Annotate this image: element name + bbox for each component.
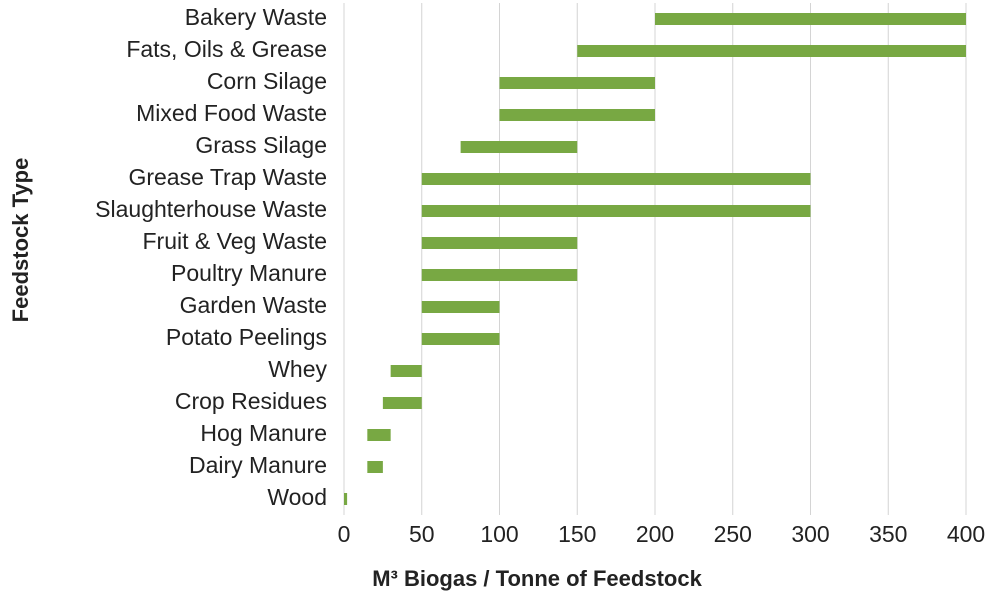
x-tick-label: 250	[714, 521, 752, 547]
bar	[367, 429, 391, 441]
y-tick-label: Mixed Food Waste	[136, 100, 327, 126]
bar	[390, 365, 422, 377]
y-tick-label: Grease Trap Waste	[128, 164, 327, 190]
y-tick-label: Potato Peelings	[166, 324, 327, 350]
bar	[460, 141, 578, 153]
y-tick-label: Dairy Manure	[189, 452, 327, 478]
y-tick-label: Grass Silage	[195, 132, 327, 158]
bar	[421, 333, 500, 345]
y-tick-label: Fruit & Veg Waste	[143, 228, 328, 254]
y-tick-label: Whey	[268, 356, 327, 382]
bar	[577, 45, 966, 57]
y-tick-label: Fats, Oils & Grease	[126, 36, 327, 62]
bar	[421, 173, 811, 185]
bar	[499, 109, 655, 121]
bar	[382, 397, 422, 409]
y-tick-label: Slaughterhouse Waste	[95, 196, 327, 222]
x-tick-label: 100	[480, 521, 518, 547]
bar	[421, 301, 500, 313]
x-tick-label: 50	[409, 521, 435, 547]
bar	[655, 13, 966, 25]
y-tick-label: Hog Manure	[200, 420, 327, 446]
x-tick-label: 400	[947, 521, 985, 547]
x-tick-label: 150	[558, 521, 596, 547]
x-tick-label: 0	[338, 521, 351, 547]
y-tick-label: Garden Waste	[180, 292, 327, 318]
bar	[421, 237, 578, 249]
y-tick-label: Corn Silage	[207, 68, 327, 94]
x-tick-label: 300	[791, 521, 829, 547]
y-axis-title: Feedstock Type	[8, 158, 33, 323]
x-tick-label: 200	[636, 521, 674, 547]
y-tick-label: Crop Residues	[175, 388, 327, 414]
y-tick-label: Wood	[267, 484, 327, 510]
x-tick-label: 350	[869, 521, 907, 547]
bar	[421, 205, 811, 217]
bar	[367, 461, 383, 473]
y-tick-label: Poultry Manure	[171, 260, 327, 286]
bar	[499, 77, 655, 89]
y-tick-label: Bakery Waste	[185, 4, 327, 30]
bar	[421, 269, 578, 281]
x-axis-title: M³ Biogas / Tonne of Feedstock	[372, 566, 702, 591]
bar	[344, 493, 348, 505]
